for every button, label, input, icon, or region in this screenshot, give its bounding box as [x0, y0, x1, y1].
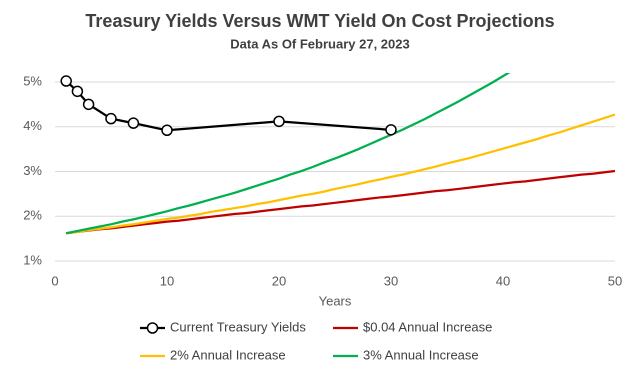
- legend-marker: [146, 322, 159, 334]
- data-point: [82, 98, 95, 111]
- x-tick-label: 30: [384, 273, 398, 288]
- series-line: [66, 169, 615, 235]
- plot-area: [65, 73, 615, 235]
- series-line: [65, 73, 511, 235]
- x-tick-label: 40: [496, 273, 510, 288]
- legend-label: Current Treasury Yields: [170, 319, 306, 334]
- x-tick-label: 10: [160, 273, 174, 288]
- y-tick-label: 4%: [23, 118, 42, 133]
- series-line: [65, 80, 392, 132]
- legend-label: 2% Annual Increase: [170, 347, 286, 362]
- legend-label: $0.04 Annual Increase: [363, 319, 492, 334]
- y-tick-label: 2%: [23, 208, 42, 223]
- x-tick-label: 50: [608, 273, 622, 288]
- legend-label: 3% Annual Increase: [363, 347, 479, 362]
- data-point: [105, 112, 117, 125]
- data-point: [385, 124, 397, 136]
- y-tick-label: 3%: [23, 163, 42, 178]
- y-tick-label: 1%: [23, 252, 42, 267]
- chart-subtitle: Data As Of February 27, 2023: [230, 36, 409, 51]
- y-tick-label: 5%: [23, 73, 42, 88]
- chart-title: Treasury Yields Versus WMT Yield On Cost…: [85, 11, 554, 31]
- data-point: [60, 75, 72, 87]
- x-axis-title: Years: [319, 293, 352, 308]
- data-point: [127, 117, 140, 129]
- series-line: [66, 113, 615, 235]
- x-tick-label: 20: [272, 273, 286, 288]
- x-tick-label: 0: [51, 273, 58, 288]
- data-point: [161, 124, 173, 137]
- data-point: [273, 115, 285, 128]
- data-point: [71, 85, 84, 98]
